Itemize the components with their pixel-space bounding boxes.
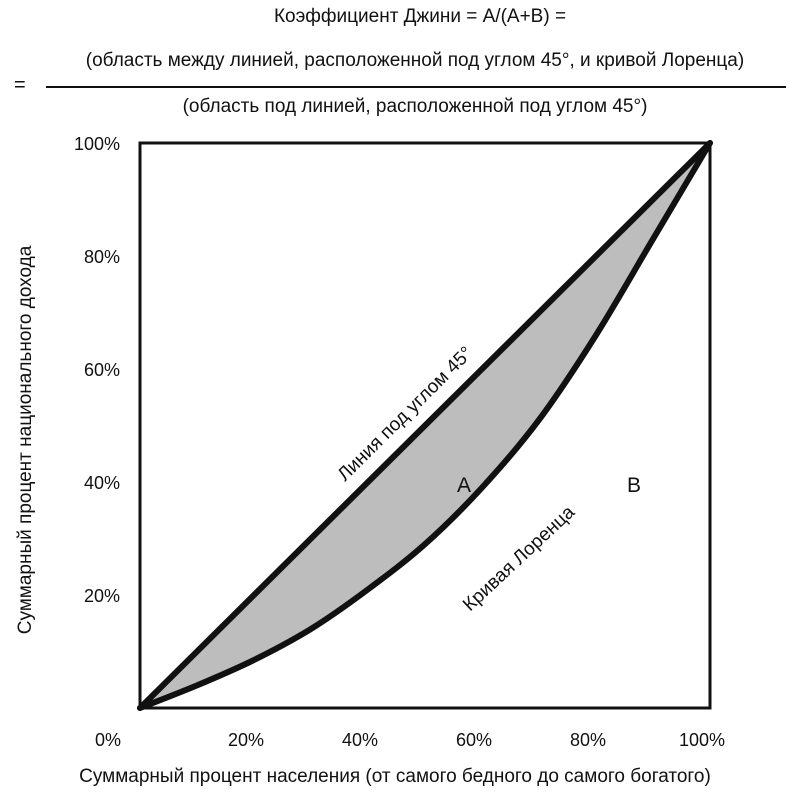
- region-b-label: B: [627, 474, 641, 497]
- region-a-label: A: [457, 474, 471, 497]
- y-tick-60: 60%: [84, 360, 120, 380]
- fraction-denominator: (область под линией, расположенной под у…: [182, 96, 648, 117]
- y-axis-label: Суммарный процент национального дохода: [15, 245, 36, 635]
- y-tick-80: 80%: [84, 247, 120, 267]
- chart-frame: [138, 141, 712, 710]
- x-tick-60: 60%: [456, 730, 492, 750]
- x-tick-0: 0%: [95, 730, 121, 750]
- x-tick-20: 20%: [228, 730, 264, 750]
- x-tick-100: 100%: [679, 730, 725, 750]
- equals-sign: =: [14, 74, 26, 96]
- lorenz-curve: [137, 140, 713, 711]
- x-axis-label: Суммарный процент населения (от самого б…: [79, 766, 711, 787]
- fraction-line: [46, 86, 786, 88]
- x-tick-40: 40%: [342, 730, 378, 750]
- y-tick-100: 100%: [74, 134, 120, 154]
- equality-line: [137, 140, 713, 711]
- y-tick-20: 20%: [84, 586, 120, 606]
- x-tick-80: 80%: [570, 730, 606, 750]
- y-tick-40: 40%: [84, 473, 120, 493]
- fraction-numerator: (область между линией, расположенной под…: [85, 50, 745, 71]
- lorenz-curve-label: Кривая Лоренца: [459, 502, 579, 616]
- gini-formula-title: Коэффициент Джини = A/(A+B) =: [273, 6, 567, 27]
